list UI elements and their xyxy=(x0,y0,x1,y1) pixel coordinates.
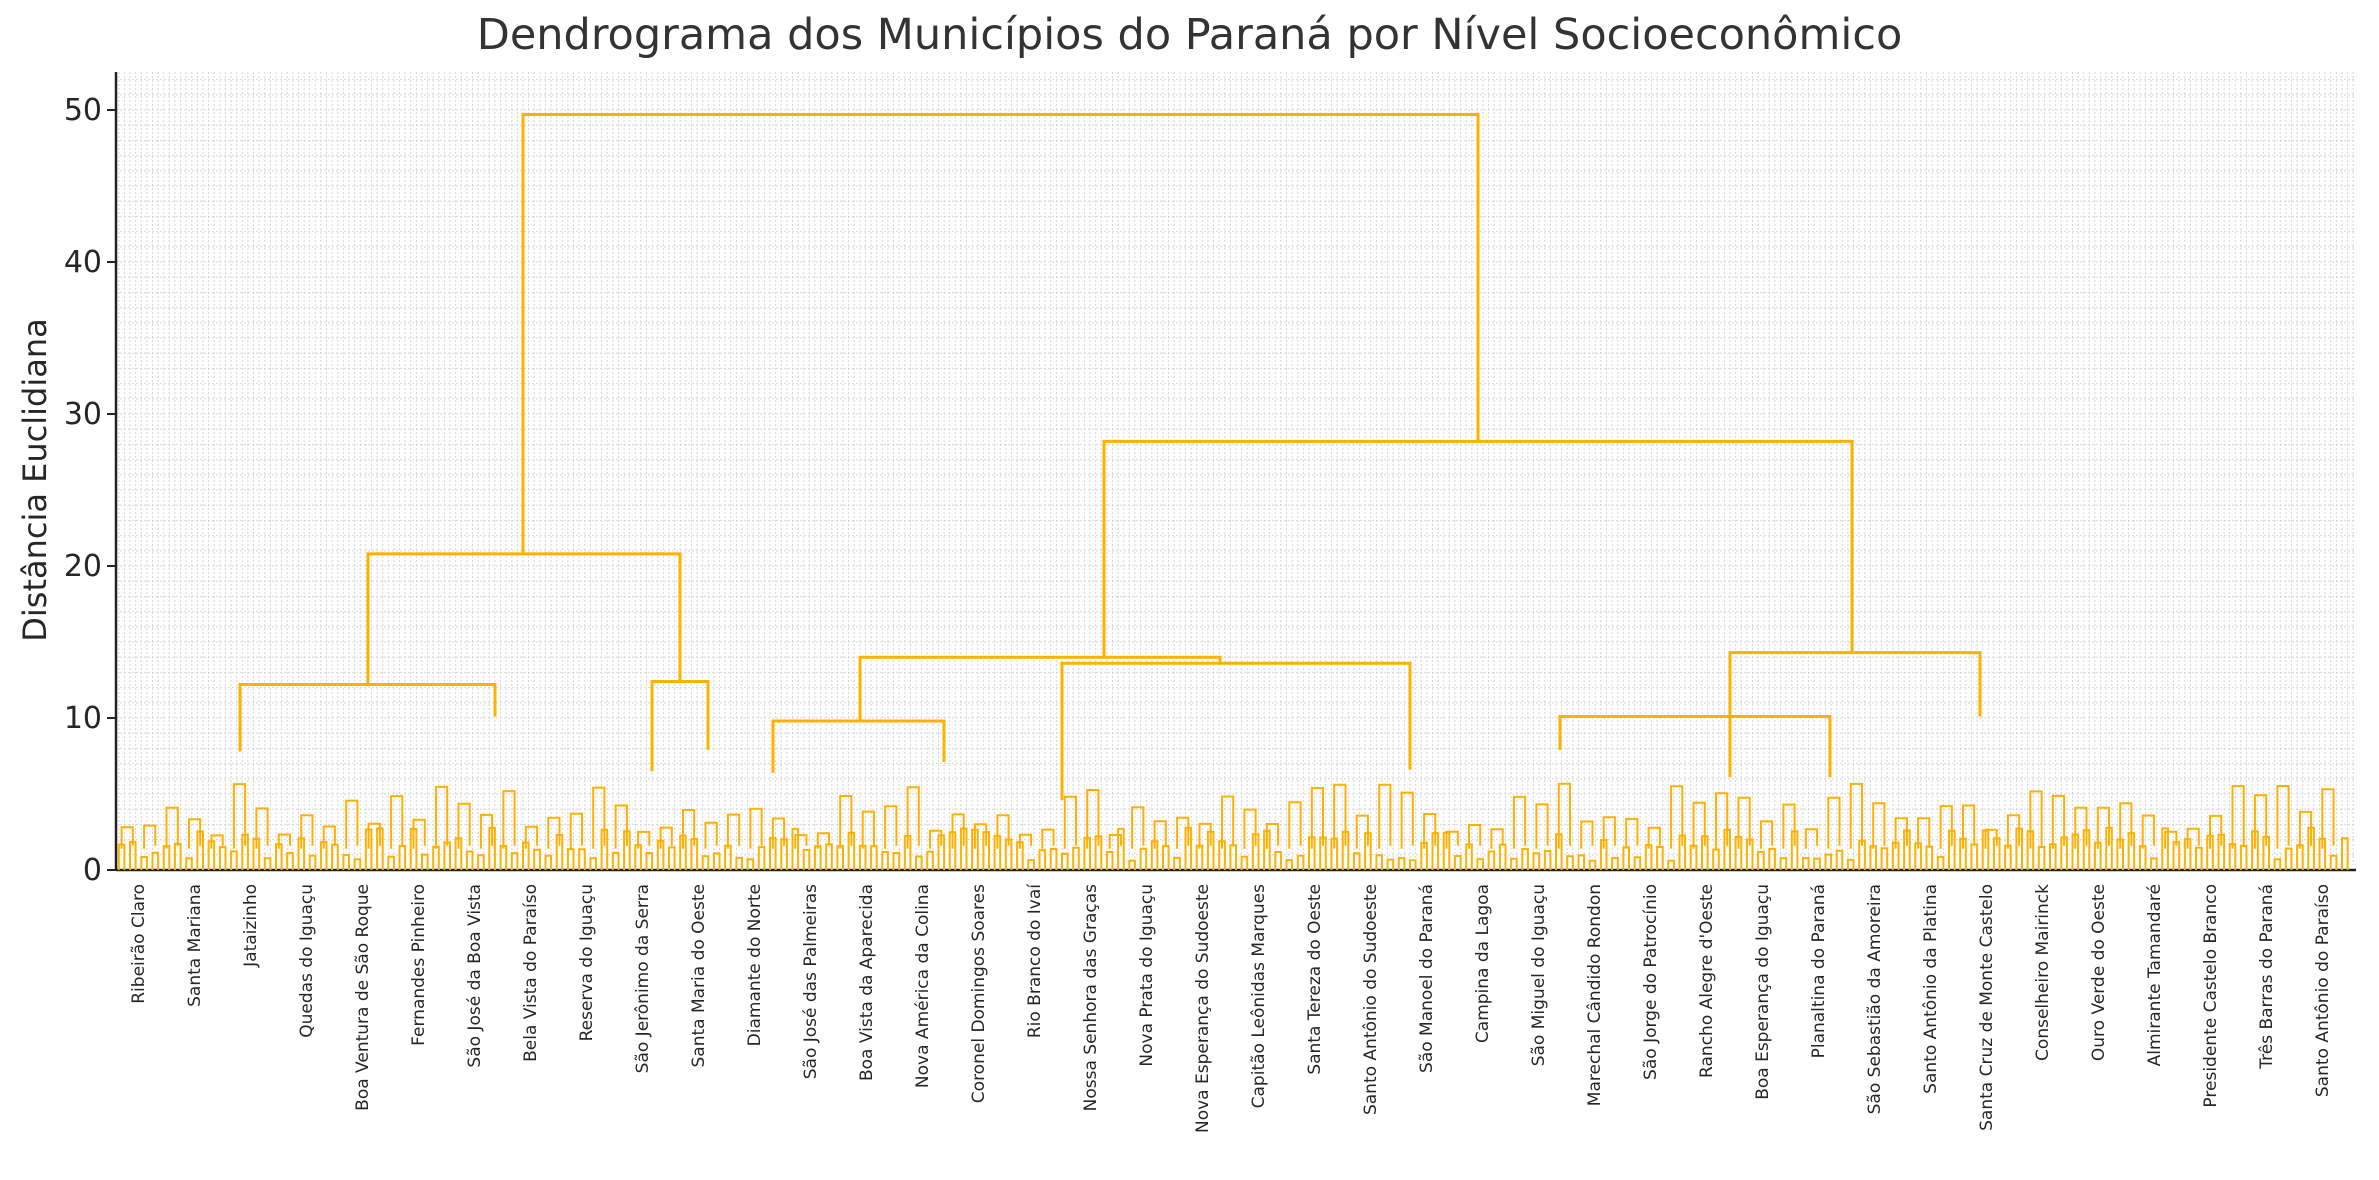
leaf-label: Jataizinho xyxy=(241,884,261,968)
y-tick-label-40: 40 xyxy=(64,245,102,280)
dendrogram-link-4 xyxy=(238,683,497,752)
leaf-label: Reserva do Iguaçu xyxy=(577,884,597,1041)
leaf-label: Capitão Leônidas Marques xyxy=(1249,884,1269,1108)
leaf-label: São Sebastião da Amoreira xyxy=(1865,884,1885,1114)
leaf-label: Campina da Lagoa xyxy=(1473,884,1493,1043)
leaf-label: Santo Antônio da Platina xyxy=(1921,884,1941,1094)
dendrogram-link-3 xyxy=(1102,439,1854,658)
y-tick-label-0: 0 xyxy=(83,853,102,888)
leaf-label: Santo Antônio do Sudoeste xyxy=(1361,884,1381,1115)
dendrogram-link-8 xyxy=(771,719,946,773)
leaf-label: Santa Maria do Oeste xyxy=(689,884,709,1068)
dendrogram-link-10 xyxy=(1558,714,1832,778)
y-tick-label-30: 30 xyxy=(64,397,102,432)
leaf-label: Santo Antônio do Paraíso xyxy=(2313,884,2333,1097)
y-tick-label-50: 50 xyxy=(64,93,102,128)
leaf-label: Boa Esperança do Iguaçu xyxy=(1753,884,1773,1100)
leaf-label: Fernandes Pinheiro xyxy=(409,884,429,1046)
leaf-label: Ouro Verde do Oeste xyxy=(2089,884,2109,1061)
leaf-label: São José das Palmeiras xyxy=(801,884,821,1079)
leaf-label: Diamante do Norte xyxy=(745,884,765,1046)
y-tick-label-10: 10 xyxy=(64,701,102,736)
leaf-label: Presidente Castelo Branco xyxy=(2201,884,2221,1108)
dendrogram-leaf-merges xyxy=(117,782,2349,870)
leaf-label: Marechal Cândido Rondon xyxy=(1585,884,1605,1106)
dendrogram-link-7 xyxy=(1728,651,1982,778)
leaf-label: Rio Branco do Ivaí xyxy=(1025,883,1045,1038)
leaf-label: Santa Mariana xyxy=(185,884,205,1007)
leaf-label: Ribeirão Claro xyxy=(129,884,149,1004)
leaf-label: São Manoel do Paraná xyxy=(1417,884,1437,1073)
leaf-label: Três Barras do Paraná xyxy=(2257,884,2277,1070)
leaf-label: Bela Vista do Paraíso xyxy=(521,884,541,1062)
leaf-label: Boa Vista da Aparecida xyxy=(857,884,877,1081)
vertical-grid-lines xyxy=(118,72,2354,865)
leaf-label: São Miguel do Iguaçu xyxy=(1529,884,1549,1066)
y-tick-label-20: 20 xyxy=(64,549,102,584)
leaf-label: Almirante Tamandaré xyxy=(2145,884,2165,1066)
leaf-label: Santa Cruz de Monte Castelo xyxy=(1977,884,1997,1131)
leaf-label: Nova Esperança do Sudoeste xyxy=(1193,884,1213,1133)
leaf-label: São Jorge do Patrocínio xyxy=(1641,884,1661,1080)
dendrogram-link-9 xyxy=(1060,661,1412,801)
leaf-label: São José da Boa Vista xyxy=(465,884,485,1068)
dendrogram-link-6 xyxy=(858,655,1222,722)
leaf-label: São Jerônimo da Serra xyxy=(633,884,653,1073)
leaf-label: Rancho Alegre d'Oeste xyxy=(1697,884,1717,1078)
leaf-label: Nossa Senhora das Graças xyxy=(1081,884,1101,1111)
dendrogram-link-1 xyxy=(521,113,1480,554)
leaf-label: Nova Prata do Iguaçu xyxy=(1137,884,1157,1067)
leaf-label: Quedas do Iguaçu xyxy=(297,884,317,1038)
leaf-label: Santa Tereza do Oeste xyxy=(1305,884,1325,1075)
leaf-label: Coronel Domingos Soares xyxy=(969,884,989,1103)
leaf-label: Boa Ventura de São Roque xyxy=(353,884,373,1111)
dendrogram-link-5 xyxy=(650,680,710,772)
leaf-label: Nova América da Colina xyxy=(913,884,933,1088)
leaf-label: Planaltina do Paraná xyxy=(1809,884,1829,1058)
chart-title: Dendrograma dos Municípios do Paraná por… xyxy=(476,10,1903,60)
horizontal-grid-lines xyxy=(116,79,2356,856)
dendrogram-link-2 xyxy=(366,552,682,685)
leaf-label: Conselheiro Mairinck xyxy=(2033,884,2053,1061)
